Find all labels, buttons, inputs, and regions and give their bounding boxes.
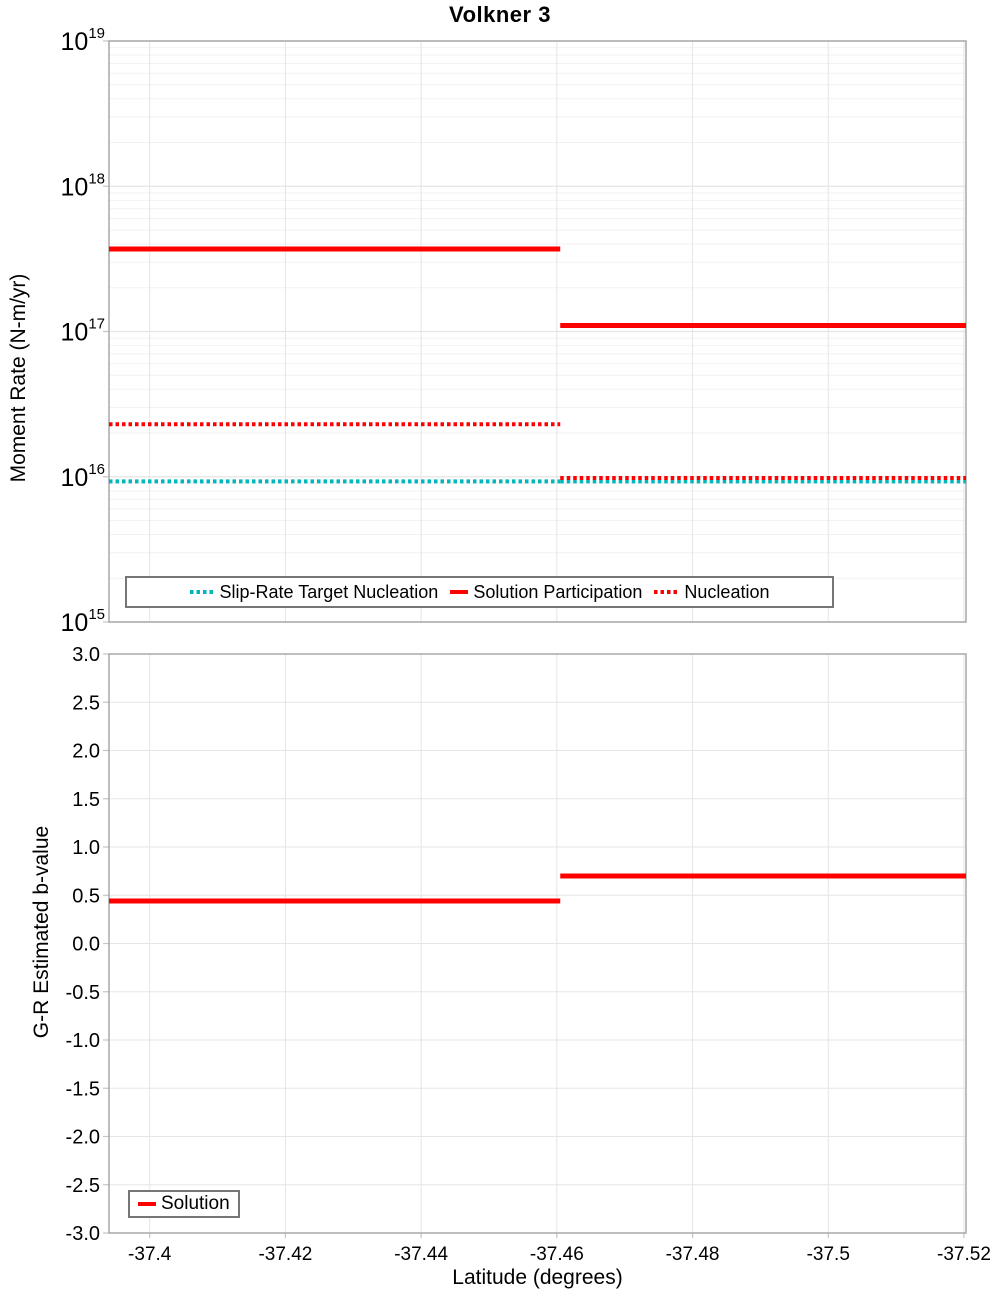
plot-border	[108, 40, 967, 623]
legend-line-sample-red-solid	[450, 590, 469, 594]
y-tick-label: 1.5	[72, 789, 100, 811]
y-tick-label: 1.0	[72, 837, 100, 859]
legend-entry-solution: Solution	[138, 1193, 230, 1215]
legend-label: Solution Participation	[473, 581, 643, 602]
y-tick-label: 2.5	[72, 692, 100, 714]
legend-entry-slip-rate-target: Slip-Rate Target Nucleation	[189, 581, 439, 603]
x-tick-label: -37.46	[530, 1244, 584, 1265]
y-tick-label: -1.0	[66, 1030, 100, 1052]
y-tick-label: -3.0	[66, 1223, 100, 1245]
y-tick-label: 1016	[61, 461, 106, 492]
plot-border	[108, 653, 967, 1234]
x-tick-label: -37.52	[937, 1244, 991, 1265]
y-tick-label: 1015	[61, 606, 106, 637]
y-axis-label-moment-rate: Moment Rate (N-m/yr)	[7, 273, 30, 483]
legend-label: Slip-Rate Target Nucleation	[219, 581, 439, 602]
legend-label: Nucleation	[684, 581, 770, 602]
y-tick-label: 3.0	[72, 644, 100, 666]
y-tick-label: -1.5	[66, 1078, 100, 1100]
y-tick-label: 0.5	[72, 885, 100, 907]
legend-line-sample-red-dotted	[654, 590, 680, 594]
x-axis-label-latitude: Latitude (degrees)	[452, 1266, 623, 1289]
y-tick-label: 1019	[61, 25, 106, 56]
y-tick-label: -2.0	[66, 1127, 100, 1149]
x-tick-label: -37.5	[807, 1244, 850, 1265]
chart-title: Volkner 3	[449, 2, 551, 27]
legend-line-sample-red-solid	[138, 1202, 156, 1206]
y-tick-label: 0.0	[72, 934, 100, 956]
legend-entry-solution-participation: Solution Participation	[450, 582, 642, 603]
legend-label: Solution	[161, 1193, 230, 1214]
y-tick-label: -0.5	[66, 982, 100, 1004]
y-tick-label: -2.5	[66, 1175, 100, 1197]
x-tick-label: -37.42	[258, 1244, 312, 1265]
x-tick-label: -37.44	[394, 1244, 448, 1265]
legend-bottom-panel: Solution	[128, 1190, 240, 1218]
y-tick-label: 1018	[61, 170, 106, 201]
legend-top-panel: Slip-Rate Target Nucleation Solution Par…	[125, 576, 834, 608]
y-tick-label: 1017	[61, 316, 106, 347]
x-tick-label: -37.4	[128, 1244, 172, 1265]
x-tick-label: -37.48	[666, 1244, 720, 1265]
y-axis-label-b-value: G-R Estimated b-value	[30, 825, 53, 1039]
y-tick-label: 2.0	[72, 741, 100, 763]
legend-entry-nucleation: Nucleation	[654, 582, 769, 603]
legend-line-sample-cyan-dotted	[189, 590, 215, 594]
